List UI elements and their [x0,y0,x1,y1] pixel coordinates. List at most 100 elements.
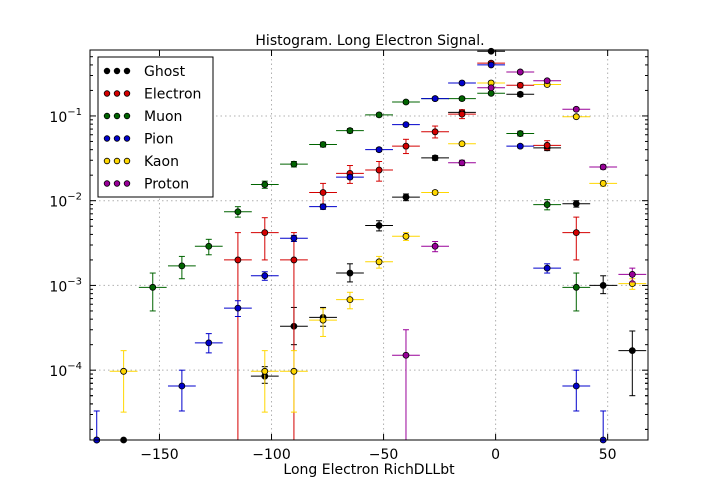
y-tick-label: 10−2 [49,192,82,211]
marker [375,111,383,119]
marker [431,189,439,196]
y-tick-label: 10−1 [49,107,82,126]
data-point [336,263,364,283]
marker [487,89,495,97]
legend-marker [113,67,121,75]
legend-marker [123,112,131,120]
data-point [309,203,337,211]
legend-item-pion: Pion [103,132,173,148]
marker [261,367,269,375]
marker [599,179,607,187]
marker [375,146,383,154]
marker [120,367,128,375]
y-tick-label: 10−4 [49,361,82,380]
marker [543,141,551,149]
x-tick-label: −50 [369,447,399,463]
marker [402,351,410,359]
data-point [506,81,535,89]
data-point [477,89,506,97]
data-point [421,125,450,139]
x-tick-label: 50 [599,447,617,463]
marker [516,81,524,89]
legend-item-ghost: Ghost [103,64,186,80]
legend-marker [113,157,121,165]
y-tick-exponent: −1 [67,107,82,118]
data-point [421,240,450,253]
marker [572,382,580,390]
marker [431,242,439,250]
legend-marker [123,157,131,165]
y-tick-exponent: −4 [67,361,82,372]
marker [402,121,410,129]
marker [599,163,607,171]
x-tick-label: −150 [140,447,178,463]
legend-marker [123,180,131,187]
marker [375,222,383,229]
data-point [224,206,252,218]
marker [375,258,383,266]
marker [319,189,327,196]
marker [543,264,551,272]
marker [543,77,551,85]
x-tick-label: 0 [491,447,500,463]
data-point [392,138,420,155]
marker [487,61,495,69]
y-tick-base: 10 [49,195,67,211]
marker [458,110,466,118]
data-point [448,109,476,120]
data-point [365,111,393,119]
data-point [365,255,393,269]
data-point [336,127,364,135]
marker [346,173,354,181]
data-point [90,410,111,444]
data-point [392,121,420,129]
data-point [618,267,647,283]
legend-box [97,56,214,198]
data-point [392,329,420,440]
data-point [589,179,618,187]
marker [290,234,298,242]
y-tick-base: 10 [49,364,67,380]
marker [319,141,327,148]
marker [346,269,354,277]
y-tick-label: 10−3 [49,276,82,295]
legend-marker [113,135,121,142]
marker [178,382,186,390]
marker [261,272,269,280]
legend-marker [103,90,111,97]
marker [205,339,213,347]
marker [487,84,495,92]
marker [572,283,580,291]
data-point [477,61,506,69]
x-axis-label: Long Electron RichDLLbt [283,462,455,478]
data-point [562,216,591,261]
marker [572,200,580,208]
data-point [392,98,420,106]
data-point [448,140,476,148]
marker [628,270,636,278]
legend-marker [123,135,131,142]
marker [234,208,242,216]
grid-lines [90,50,648,440]
legend-marker [103,67,111,75]
data-point [309,141,337,148]
legend-marker [103,180,111,187]
legend-label: Ghost [144,64,186,80]
data-point [250,271,279,281]
data-point [365,161,393,182]
marker [402,142,410,150]
legend-label: Electron [144,87,201,103]
marker [431,95,439,103]
data-point [167,255,196,280]
data-point [224,300,252,317]
legend-label: Pion [144,132,173,148]
marker [458,95,466,103]
legend-item-muon: Muon [103,109,182,125]
marker [458,79,466,87]
data-point [533,263,562,274]
data-point [562,369,591,412]
marker [402,232,410,240]
legend-label: Muon [144,109,182,125]
data-point [589,410,618,444]
